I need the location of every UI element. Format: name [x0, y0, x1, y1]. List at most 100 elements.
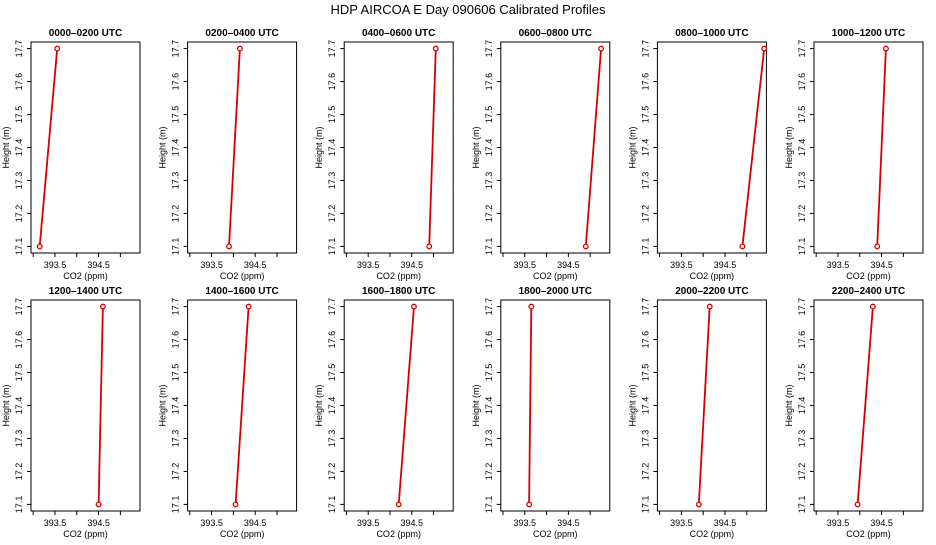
y-tick-label: 17.5 — [14, 106, 24, 124]
y-tick-label: 17.7 — [797, 40, 807, 58]
plot-frame — [343, 41, 454, 254]
profile-line — [38, 48, 59, 247]
panel-title: 0000–0200 UTC — [49, 28, 122, 39]
y-tick-label: 17.7 — [484, 40, 494, 58]
y-tick-label: 17.7 — [484, 298, 494, 316]
panels: 0000–0200 UTC 393.5 394.5 17.1 17.2 17.3 17.4 1… — [1, 28, 924, 539]
y-tick-label: 17.7 — [640, 40, 650, 58]
panel-3: 0400–0600 UTC 393.5 394.5 17.1 17.2 17.3 17.4 1… — [314, 28, 454, 281]
y-tick-label: 17.7 — [327, 40, 337, 58]
y-tick-label: 17.1 — [171, 496, 181, 514]
data-point — [54, 45, 61, 52]
profile-line — [234, 306, 250, 505]
panel-title: 1000–1200 UTC — [832, 28, 905, 39]
x-tick-label: 394.5 — [401, 518, 424, 528]
y-tick-label: 17.2 — [327, 205, 337, 223]
data-point — [882, 45, 889, 52]
data-point — [245, 303, 252, 310]
x-tick-label: 394.5 — [87, 518, 110, 528]
panel-8: 1400–1600 UTC 393.5 394.5 17.1 17.2 17.3 17.4 1… — [158, 286, 298, 539]
data-point — [36, 243, 43, 250]
x-axis-label: CO2 (ppm) — [846, 529, 891, 539]
y-tick-label: 17.5 — [171, 106, 181, 124]
y-tick-label: 17.2 — [171, 463, 181, 481]
y-axis-label: Height (m) — [471, 126, 481, 168]
panel-title: 0800–1000 UTC — [675, 28, 748, 39]
y-axis-label: Height (m) — [1, 384, 11, 426]
data-point — [695, 501, 702, 508]
y-tick-label: 17.6 — [14, 73, 24, 91]
data-point — [528, 303, 535, 310]
y-tick-label: 17.4 — [171, 397, 181, 415]
plot-frame — [656, 299, 767, 512]
y-tick-label: 17.6 — [14, 331, 24, 349]
y-tick-label: 17.4 — [640, 139, 650, 157]
x-tick-label: 394.5 — [401, 260, 424, 270]
x-tick-label: 393.5 — [44, 260, 67, 270]
y-axis-label: Height (m) — [314, 126, 324, 168]
data-point — [598, 45, 605, 52]
data-point — [874, 243, 881, 250]
x-axis-label: CO2 (ppm) — [220, 529, 265, 539]
y-tick-label: 17.6 — [797, 331, 807, 349]
x-tick-label: 394.5 — [557, 518, 580, 528]
y-tick-label: 17.5 — [327, 106, 337, 124]
y-tick-label: 17.3 — [640, 172, 650, 190]
y-tick-label: 17.5 — [797, 364, 807, 382]
y-axis-label: Height (m) — [471, 384, 481, 426]
data-point — [432, 45, 439, 52]
x-tick-label: 393.5 — [200, 518, 223, 528]
y-tick-label: 17.4 — [797, 397, 807, 415]
y-tick-label: 17.3 — [797, 430, 807, 448]
y-tick-label: 17.6 — [171, 331, 181, 349]
y-axis-label: Height (m) — [627, 126, 637, 168]
x-tick-label: 393.5 — [200, 260, 223, 270]
y-tick-label: 17.6 — [640, 331, 650, 349]
plot-frame — [656, 41, 767, 254]
y-tick-label: 17.7 — [171, 40, 181, 58]
x-tick-label: 394.5 — [557, 260, 580, 270]
y-tick-label: 17.7 — [171, 298, 181, 316]
panel-9: 1600–1800 UTC 393.5 394.5 17.1 17.2 17.3 17.4 1… — [314, 286, 454, 539]
profile-line — [584, 48, 602, 247]
y-tick-label: 17.1 — [797, 496, 807, 514]
panel-title: 2200–2400 UTC — [832, 286, 905, 297]
y-tick-label: 17.1 — [484, 238, 494, 256]
x-tick-label: 393.5 — [670, 260, 693, 270]
x-tick-label: 394.5 — [870, 260, 893, 270]
y-tick-label: 17.1 — [484, 496, 494, 514]
y-tick-label: 17.6 — [640, 73, 650, 91]
x-tick-label: 394.5 — [87, 260, 110, 270]
plot-frame — [343, 299, 454, 512]
panel-title: 1800–2000 UTC — [519, 286, 592, 297]
profile-line — [428, 48, 437, 247]
panel-10: 1800–2000 UTC 393.5 394.5 17.1 17.2 17.3 17.4 1… — [471, 286, 611, 539]
y-tick-label: 17.6 — [484, 331, 494, 349]
profile-line — [856, 306, 874, 505]
y-tick-label: 17.4 — [327, 139, 337, 157]
x-tick-label: 393.5 — [357, 518, 380, 528]
y-tick-label: 17.3 — [797, 172, 807, 190]
y-tick-label: 17.7 — [797, 298, 807, 316]
x-axis-label: CO2 (ppm) — [690, 271, 735, 281]
x-axis-label: CO2 (ppm) — [533, 271, 578, 281]
x-tick-label: 394.5 — [714, 518, 737, 528]
data-point — [582, 243, 589, 250]
y-tick-label: 17.7 — [327, 298, 337, 316]
y-tick-label: 17.1 — [797, 238, 807, 256]
profile-line — [397, 306, 415, 505]
y-tick-label: 17.4 — [14, 139, 24, 157]
data-point — [411, 303, 417, 310]
y-tick-label: 17.5 — [484, 106, 494, 124]
y-axis-label: Height (m) — [784, 384, 794, 426]
data-point — [95, 501, 102, 508]
x-tick-label: 394.5 — [244, 518, 267, 528]
panel-title: 0200–0400 UTC — [205, 28, 278, 39]
y-tick-label: 17.2 — [14, 205, 24, 223]
data-point — [236, 45, 243, 52]
y-tick-label: 17.3 — [14, 172, 24, 190]
x-tick-label: 393.5 — [514, 518, 537, 528]
profile-line — [528, 306, 533, 505]
x-tick-label: 393.5 — [827, 518, 850, 528]
y-tick-label: 17.7 — [640, 298, 650, 316]
